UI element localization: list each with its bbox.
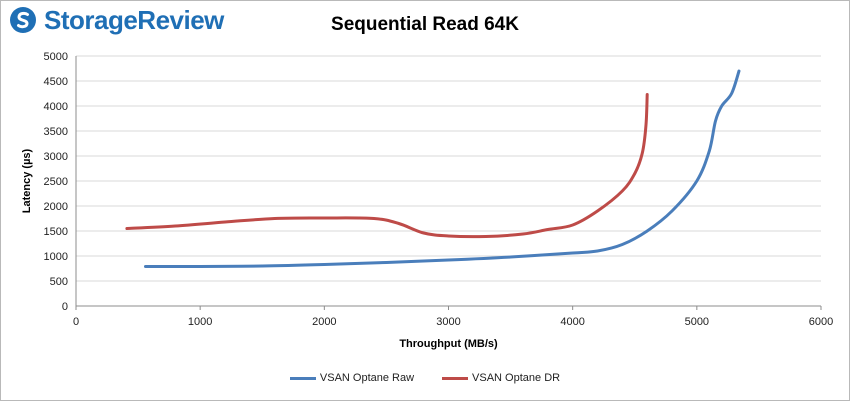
x-tick-label: 3000 (436, 316, 460, 328)
y-tick-label: 4500 (44, 76, 68, 88)
storagereview-logo-icon (10, 7, 36, 33)
y-tick-label: 2500 (44, 176, 68, 188)
x-axis-title: Throughput (MB/s) (399, 338, 498, 350)
axes: 0 500 1000 1500 2000 2500 3000 3500 4000 4500 5000… (44, 51, 834, 328)
legend-item: VSAN Optane DR (442, 372, 560, 384)
y-tick-label: 0 (62, 301, 68, 313)
legend: VSAN Optane Raw VSAN Optane DR (0, 372, 850, 384)
legend-swatch (442, 376, 469, 380)
series-line-vsan-optane-raw (144, 69, 741, 269)
y-tick-label: 500 (50, 276, 68, 288)
y-tick-label: 4000 (44, 101, 68, 113)
gridlines (76, 55, 821, 282)
x-tick-label: 1000 (188, 316, 212, 328)
chart-title: Sequential Read 64K (331, 14, 519, 35)
y-axis-title: Latency (µs) (21, 148, 33, 213)
legend-swatch (289, 376, 316, 380)
y-tick-label: 1000 (44, 251, 68, 263)
y-tick-label: 1500 (44, 226, 68, 238)
legend-label: VSAN Optane DR (472, 372, 561, 384)
x-tick-label: 0 (73, 316, 79, 328)
legend-item: VSAN Optane Raw (289, 372, 415, 384)
x-tick-label: 2000 (312, 316, 336, 328)
y-tick-label: 2000 (44, 201, 68, 213)
series-line-vsan-optane-dr (125, 93, 649, 239)
x-tick-label: 6000 (809, 316, 833, 328)
series-lines (125, 69, 741, 269)
y-tick-label: 3500 (44, 126, 68, 138)
storagereview-logo: StorageReview (8, 4, 224, 36)
y-tick-label: 5000 (44, 51, 68, 63)
logo-text: StorageReview (44, 4, 224, 35)
x-tick-label: 4000 (560, 316, 584, 328)
x-tick-label: 5000 (685, 316, 709, 328)
y-tick-label: 3000 (44, 151, 68, 163)
legend-label: VSAN Optane Raw (319, 372, 415, 384)
